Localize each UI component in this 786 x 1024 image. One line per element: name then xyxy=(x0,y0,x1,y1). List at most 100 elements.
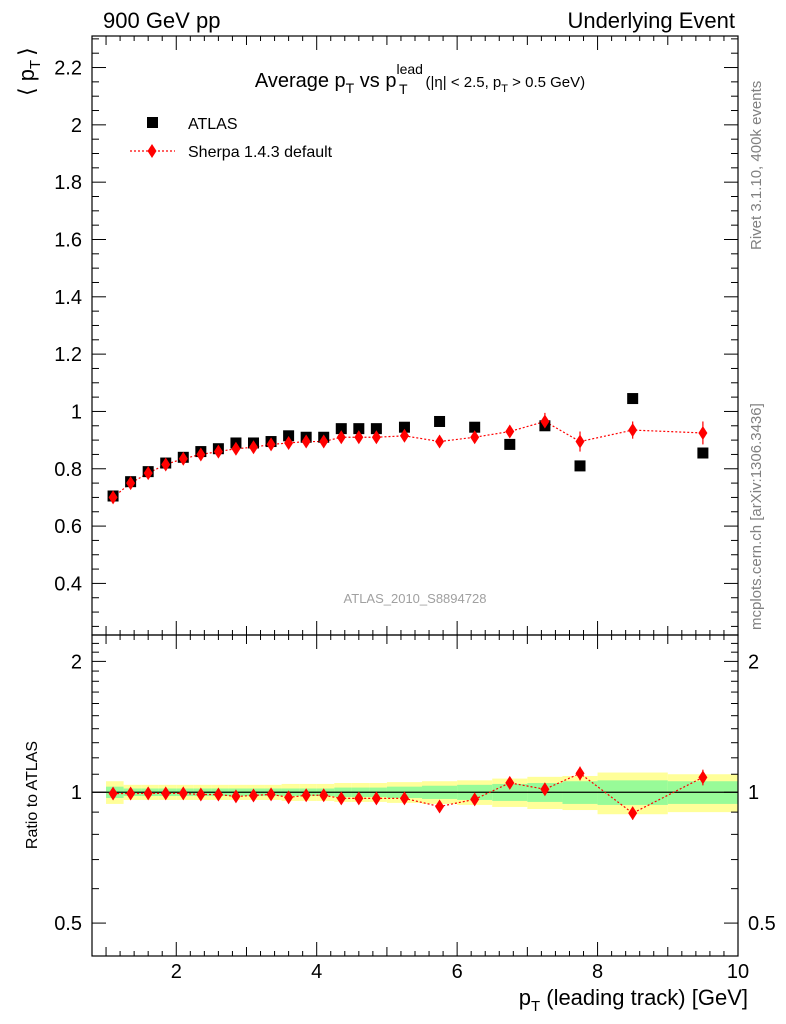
ratio-point xyxy=(284,790,294,805)
atlas-point xyxy=(370,423,382,435)
ratio-point xyxy=(575,766,585,781)
atlas-point xyxy=(627,393,639,405)
ratio-y-tick-label-right: 2 xyxy=(748,651,759,673)
title-main: Average p xyxy=(255,70,346,92)
y-tick-label: 2 xyxy=(71,115,82,137)
atlas-point xyxy=(504,438,516,450)
sherpa-point xyxy=(540,414,550,429)
x-tick-label: 4 xyxy=(311,961,322,983)
ratio-point xyxy=(336,791,346,806)
atlas-point xyxy=(353,423,365,435)
y-label-open: ⟨ p xyxy=(14,69,39,96)
y-tick-label: 0.6 xyxy=(54,516,82,538)
ratio-y-label: Ratio to ATLAS xyxy=(24,741,41,849)
x-tick-label: 6 xyxy=(452,961,463,983)
sherpa-point xyxy=(698,425,708,440)
title-cut-a: (|η| < 2.5, p xyxy=(426,74,502,91)
mcplots-label: mcplots.cern.ch [arXiv:1306.3436] xyxy=(748,403,765,630)
atlas-point xyxy=(434,415,446,427)
legend-atlas-marker xyxy=(147,117,158,128)
ratio-y-tick-label: 2 xyxy=(71,651,82,673)
ratio-point xyxy=(178,786,188,801)
sherpa-point xyxy=(143,466,153,481)
ratio-plot-frame xyxy=(91,634,739,957)
sherpa-point xyxy=(161,457,171,472)
ratio-point xyxy=(249,788,258,803)
title-vs-sub: T xyxy=(399,81,408,97)
sherpa-point xyxy=(178,451,188,466)
sherpa-point xyxy=(470,430,480,445)
title-cut-sub: T xyxy=(501,83,508,95)
ratio-point xyxy=(266,787,276,802)
plot-title: Average pT vs plead T (|η| < 2.5, pT > 0.5… xyxy=(255,61,585,97)
ratio-point xyxy=(213,787,223,802)
ratio-point xyxy=(354,791,364,806)
sherpa-point xyxy=(354,430,364,445)
sherpa-point xyxy=(399,428,409,443)
ratio-y-tick-label-right: 0.5 xyxy=(748,913,776,935)
main-plot-marks xyxy=(107,393,709,505)
ratio-point xyxy=(143,786,153,801)
y-tick-label: 1 xyxy=(71,401,82,423)
y-tick-label: 1.8 xyxy=(54,172,82,194)
ratio-point xyxy=(628,806,638,821)
x-label-rest: (leading track) [GeV] xyxy=(540,985,748,1010)
legend: ATLAS Sherpa 1.4.3 default xyxy=(130,116,333,161)
sherpa-point xyxy=(371,430,381,445)
title-vs-sup: lead xyxy=(396,61,422,77)
sherpa-point xyxy=(336,430,346,445)
sherpa-point xyxy=(108,490,118,505)
x-tick-label: 8 xyxy=(592,961,603,983)
atlas-point xyxy=(398,421,410,433)
ratio-point xyxy=(319,788,329,803)
ratio-point xyxy=(196,787,206,802)
ratio-y-tick-label-right: 1 xyxy=(748,782,759,804)
sherpa-point xyxy=(196,447,206,462)
x-label-p: p xyxy=(519,985,531,1010)
y-tick-label: 1.4 xyxy=(54,287,82,309)
title-vs: vs p xyxy=(354,70,396,92)
ratio-point xyxy=(540,782,550,797)
legend-atlas-label: ATLAS xyxy=(188,116,238,133)
ratio-y-tick-label: 1 xyxy=(71,782,82,804)
axes-ticks: 2 4 6 8 10 0.4 0.6 0.8 1 1.2 1.4 1.6 1.8 2 2.2 0.5 0.5 1 1… xyxy=(54,36,776,983)
sherpa-point xyxy=(575,434,585,449)
sherpa-point xyxy=(301,434,311,449)
sherpa-point xyxy=(319,434,329,449)
y-tick-label: 1.2 xyxy=(54,344,82,366)
ratio-point xyxy=(126,786,136,801)
sherpa-point xyxy=(435,434,445,449)
ratio-point xyxy=(108,786,118,801)
sherpa-point xyxy=(126,476,136,491)
legend-sherpa-label: Sherpa 1.4.3 default xyxy=(188,144,333,161)
sherpa-point xyxy=(628,423,638,438)
sherpa-point xyxy=(505,424,515,439)
ratio-point xyxy=(231,789,241,804)
y-axis-label: ⟨ pT ⟩ xyxy=(14,47,44,96)
ratio-point xyxy=(301,788,311,803)
rivet-label: Rivet 3.1.10, 400k events xyxy=(748,81,765,250)
y-label-close: ⟩ xyxy=(14,47,39,56)
sherpa-point xyxy=(284,435,294,450)
ratio-point xyxy=(371,791,381,806)
y-tick-label: 0.8 xyxy=(54,459,82,481)
x-tick-label: 10 xyxy=(727,961,749,983)
ratio-uncertainty-bands xyxy=(92,772,738,815)
title-cut-b: > 0.5 GeV) xyxy=(508,74,585,91)
x-label-sub: T xyxy=(531,998,540,1015)
atlas-point xyxy=(335,423,347,435)
ratio-point xyxy=(698,770,708,785)
atlas-point xyxy=(469,421,481,433)
ratio-point xyxy=(505,775,515,790)
x-tick-label: 2 xyxy=(171,961,182,983)
atlas-point xyxy=(283,430,295,442)
atlas-point xyxy=(697,447,709,459)
title-main-sub: T xyxy=(346,80,355,96)
y-tick-label: 1.6 xyxy=(54,229,82,251)
sherpa-point xyxy=(266,437,276,452)
ratio-point xyxy=(435,799,445,814)
ratio-y-tick-label: 0.5 xyxy=(54,913,82,935)
atlas-point xyxy=(574,460,586,472)
x-axis-label: pT (leading track) [GeV] xyxy=(519,985,748,1015)
